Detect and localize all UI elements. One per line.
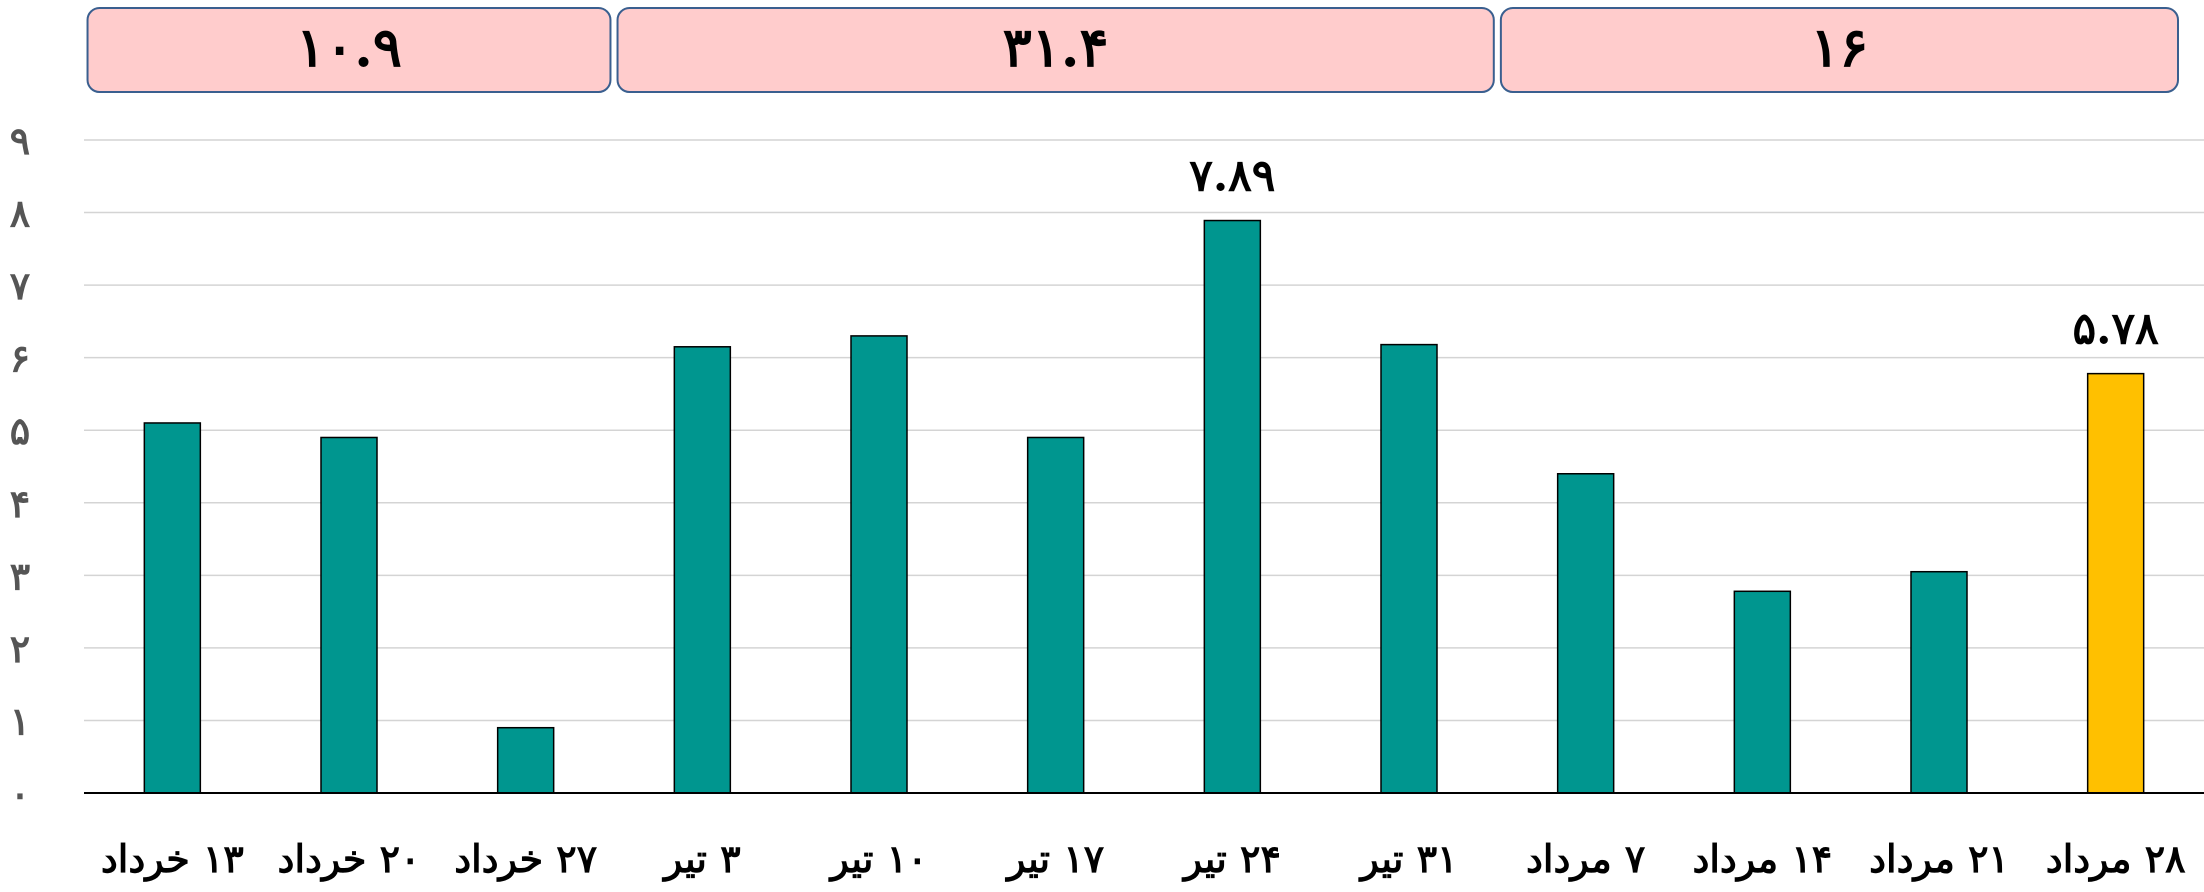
bars [143,219,2145,794]
group-total-box [616,7,1495,93]
bar [496,726,555,794]
gridlines [84,139,2204,722]
data-label: ۵.۷۸ [2073,304,2160,355]
bar [143,422,202,794]
bar [2086,372,2145,794]
group-total-label: ۱۰.۹ [296,15,402,79]
y-tick-label: ۷ [10,263,31,308]
x-tick-label: ۲۷ خرداد [454,836,598,882]
x-tick-label: ۱۴ مرداد [1692,836,1832,882]
data-labels: ۷.۸۹ ۵.۷۸ [1189,151,2159,355]
x-axis-tick-labels: ۱۳ خرداد ۲۰ خرداد ۲۷ خرداد ۳ تیر ۱۰ تیر ۱۷ تی… [101,836,2186,882]
bar [850,335,908,794]
x-tick-label: ۲۱ مرداد [1869,836,2009,882]
x-tick-label: ۳ تیر [661,836,741,882]
y-tick-label: ۹ [10,118,30,163]
bar [1203,219,1262,794]
bar [1733,590,1792,794]
bar [320,436,378,794]
bar [1910,570,1968,794]
y-tick-label: ۲ [10,626,30,671]
group-total-label: ۳۱.۴ [1003,15,1109,79]
x-tick-label: ۱۷ تیر [1004,836,1105,882]
y-tick-label: ۱ [10,698,30,743]
bar [1026,436,1085,794]
bar [673,346,732,794]
y-axis-tick-labels: ۰ ۱ ۲ ۳ ۴ ۵ ۶ ۷ ۸ ۹ [10,118,31,816]
x-tick-label: ۷ مرداد [1526,836,1646,882]
group-total-label: ۱۶ [1810,15,1868,79]
y-tick-label: ۳ [10,553,30,598]
x-tick-label: ۲۸ مرداد [2046,836,2186,882]
y-tick-label: ۸ [10,191,31,236]
group-total-box [1499,7,2180,93]
y-tick-label: ۵ [10,408,30,453]
x-tick-label: ۳۱ تیر [1357,836,1457,882]
y-tick-label: ۴ [10,481,30,526]
data-label: ۷.۸۹ [1189,151,1275,202]
y-tick-label: ۰ [10,771,30,816]
group-total-boxes: ۱۰.۹ ۳۱.۴ ۱۶ [86,7,2180,93]
x-tick-label: ۲۴ تیر [1181,836,1281,882]
y-tick-label: ۶ [10,336,30,381]
bar [1380,343,1438,794]
x-tick-label: ۱۳ خرداد [101,836,244,882]
x-tick-label: ۱۰ تیر [827,836,927,882]
x-tick-label: ۲۰ خرداد [278,836,421,882]
bar [1556,473,1615,794]
group-total-box [86,7,612,93]
